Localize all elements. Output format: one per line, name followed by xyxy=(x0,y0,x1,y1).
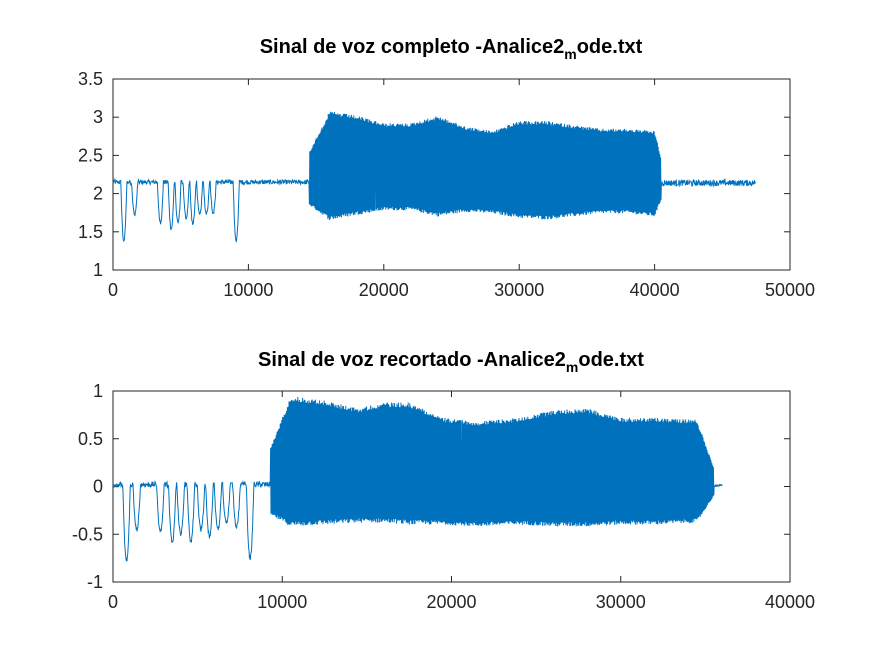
y-tick-label: 3.5 xyxy=(78,69,103,89)
x-axis: 0 10000 20000 30000 40000 50000 xyxy=(108,79,815,300)
y-tick-label: 3 xyxy=(93,107,103,127)
chart-title: Sinal de voz recortado -Analice2mode.txt xyxy=(258,349,644,375)
signal-line xyxy=(112,396,723,562)
x-tick-label: 30000 xyxy=(596,592,646,612)
y-axis: 1 1.5 2 2.5 3 3.5 xyxy=(78,69,790,280)
x-tick-label: 20000 xyxy=(426,592,476,612)
subplot-complete-signal: Sinal de voz completo -Analice2mode.txt … xyxy=(78,36,815,300)
y-tick-label: -0.5 xyxy=(72,524,103,544)
x-axis: 0 10000 20000 30000 40000 xyxy=(108,391,815,612)
y-tick-label: 1.5 xyxy=(78,222,103,242)
signal-line xyxy=(112,111,756,244)
x-tick-label: 40000 xyxy=(630,280,680,300)
subplot-cropped-signal: Sinal de voz recortado -Analice2mode.txt… xyxy=(72,349,815,612)
y-tick-label: 2 xyxy=(93,184,103,204)
signal-series xyxy=(112,396,723,562)
x-tick-label: 10000 xyxy=(223,280,273,300)
x-tick-label: 40000 xyxy=(765,592,815,612)
x-tick-label: 50000 xyxy=(765,280,815,300)
x-tick-label: 0 xyxy=(108,592,118,612)
signal-series xyxy=(112,111,756,244)
chart-title: Sinal de voz completo -Analice2mode.txt xyxy=(260,36,643,62)
y-tick-label: 1 xyxy=(93,381,103,401)
x-tick-label: 20000 xyxy=(359,280,409,300)
y-axis: -1 -0.5 0 0.5 1 xyxy=(72,381,790,592)
x-tick-label: 10000 xyxy=(257,592,307,612)
y-tick-label: 1 xyxy=(93,260,103,280)
y-tick-label: -1 xyxy=(87,572,103,592)
y-tick-label: 0.5 xyxy=(78,429,103,449)
y-tick-label: 2.5 xyxy=(78,145,103,165)
x-tick-label: 0 xyxy=(108,280,118,300)
x-tick-label: 30000 xyxy=(494,280,544,300)
y-tick-label: 0 xyxy=(93,477,103,497)
